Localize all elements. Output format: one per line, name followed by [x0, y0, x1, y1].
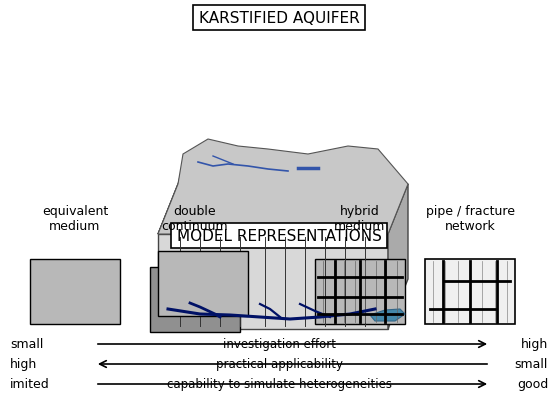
Text: equivalent
medium: equivalent medium [42, 204, 108, 233]
Text: investigation effort: investigation effort [223, 338, 335, 351]
Text: imited: imited [10, 377, 50, 391]
Text: practical applicability: practical applicability [215, 358, 343, 370]
Bar [30, 259, 120, 324]
Polygon shape [388, 185, 408, 329]
Text: pipe / fracture
network: pipe / fracture network [426, 204, 514, 233]
Polygon shape [370, 309, 405, 321]
Bar [158, 235, 388, 329]
Text: hybrid
medium: hybrid medium [334, 204, 386, 233]
Text: small: small [10, 338, 44, 351]
Bar [425, 259, 515, 324]
Text: high: high [10, 358, 37, 370]
Text: MODEL REPRESENTATIONS: MODEL REPRESENTATIONS [176, 228, 382, 243]
Text: good: good [517, 377, 548, 391]
Text: small: small [514, 358, 548, 370]
Bar [150, 267, 240, 332]
Bar [158, 252, 248, 316]
Bar [315, 259, 405, 324]
Text: high: high [521, 338, 548, 351]
Text: capability to simulate heterogeneities: capability to simulate heterogeneities [166, 377, 392, 391]
Polygon shape [158, 185, 408, 235]
Text: KARSTIFIED AQUIFER: KARSTIFIED AQUIFER [199, 11, 359, 26]
Text: double
continuum: double continuum [162, 204, 228, 233]
Polygon shape [158, 140, 408, 235]
Polygon shape [158, 150, 198, 235]
